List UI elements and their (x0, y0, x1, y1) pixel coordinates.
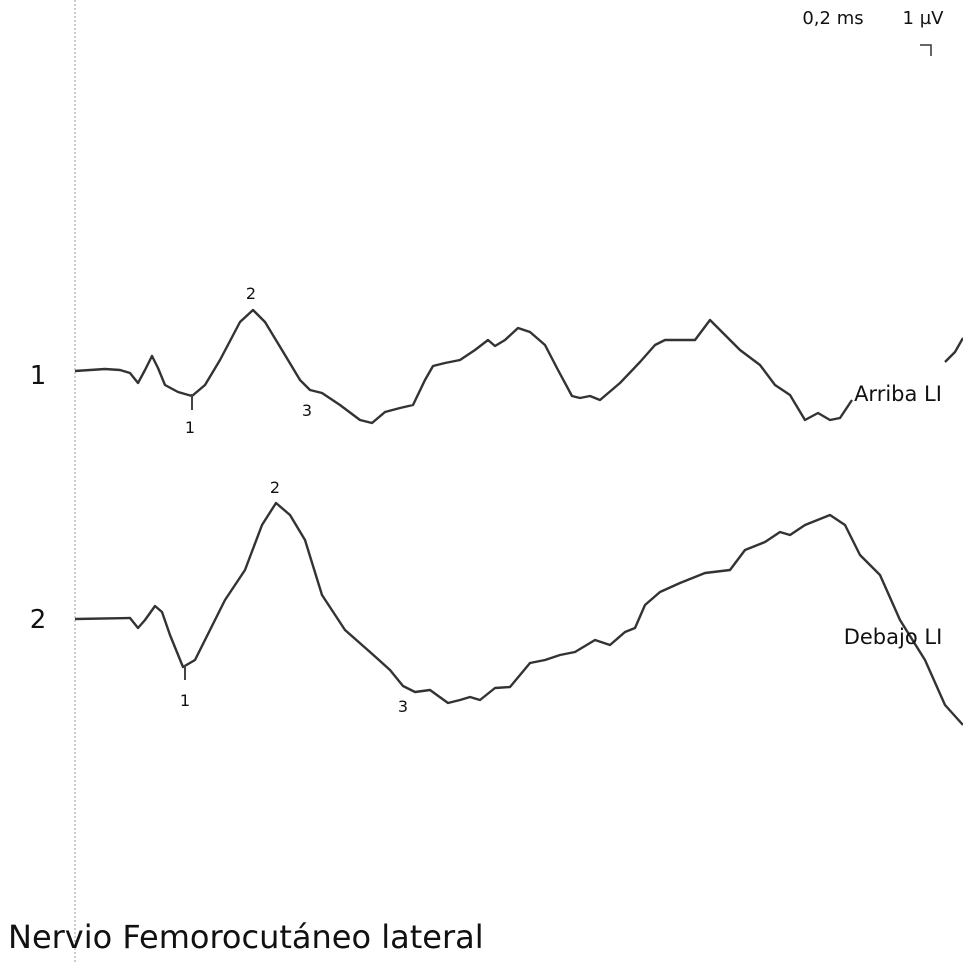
trace-number: 1 (30, 361, 47, 391)
waveform (74, 501, 963, 726)
marker-label: 2 (270, 478, 280, 497)
time-scale: 0,2 ms (802, 8, 863, 29)
marker-label: 1 (185, 418, 195, 437)
scale-bar (920, 44, 932, 56)
marker-label: 2 (246, 284, 256, 303)
trace-number: 2 (30, 605, 47, 635)
page-title: Nervio Femorocutáneo lateral (8, 918, 484, 956)
trace-label: Arriba LI (854, 382, 942, 406)
waveform (74, 308, 853, 425)
marker-label: 3 (302, 401, 312, 420)
amplitude-scale: 1 µV (903, 8, 945, 29)
waveform (944, 337, 963, 363)
marker-label: 3 (398, 697, 408, 716)
marker-label: 1 (180, 691, 190, 710)
trace-label: Debajo LI (844, 625, 943, 649)
